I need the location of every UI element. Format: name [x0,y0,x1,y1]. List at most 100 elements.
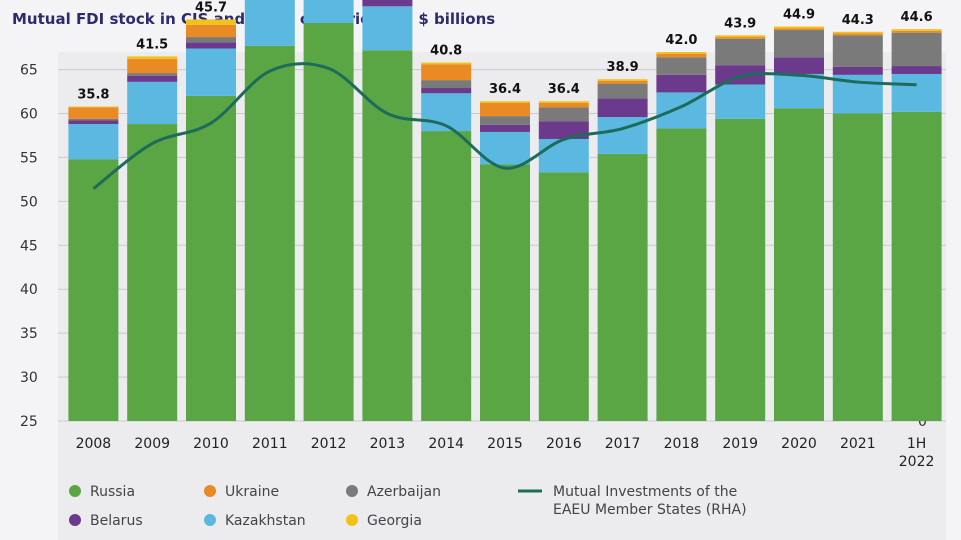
bar-series-group [68,0,942,422]
y-tick-label: 40 [20,282,38,298]
bar-azerbaijan [127,73,178,76]
bar-russia [421,131,472,422]
bar-ukraine [186,24,236,38]
bar-kazakhstan [538,138,589,173]
bar-russia [715,118,766,422]
bar-georgia [480,101,530,103]
category-label: 2013 [370,436,406,452]
total-label: 35.8 [77,87,109,102]
bar-georgia [186,19,236,25]
y2-tick-label: 0 [918,414,927,430]
eaeu-line [92,62,917,190]
bar-russia [244,45,295,421]
bar-russia [832,113,883,421]
bar-georgia [68,106,119,108]
total-label: 36.4 [489,82,521,97]
category-label: 2008 [76,436,112,452]
bar-belarus [480,124,530,132]
category-label: 2019 [722,436,758,452]
category-label: 2020 [781,436,817,452]
legend-label: EAEU Member States (RHA) [553,502,747,518]
total-label: 45.7 [195,0,227,15]
category-label: 2015 [487,436,523,452]
bar-azerbaijan [656,57,707,75]
category-label: 2017 [605,436,641,452]
eaeu-line-series [92,62,917,190]
bar-georgia [891,29,942,31]
bar-kazakhstan [127,81,178,125]
legend-label: Azerbaijan [367,484,441,500]
bar-azerbaijan [421,80,472,89]
bar-azerbaijan [68,118,119,121]
bar-kazakhstan [774,73,824,109]
category-label: 2010 [193,436,229,452]
total-label: 42.0 [665,33,697,48]
bar-belarus [362,0,413,7]
bar-belarus [127,75,178,82]
y-tick-label: 35 [20,326,38,342]
bar-georgia [715,35,766,38]
bar-ukraine [127,59,178,74]
bar-ukraine [480,102,530,117]
legend-label: Belarus [90,513,143,529]
legend-label: Mutual Investments of the [553,484,737,500]
legend-label: Russia [90,484,135,500]
bar-kazakhstan [715,84,766,119]
legend-marker-belarus [69,514,81,526]
bar-russia [127,124,178,422]
bar-azerbaijan [891,32,942,67]
bar-kazakhstan [303,0,354,24]
y-tick-label: 55 [20,150,38,166]
bar-georgia [597,79,648,81]
x-axis-categories: 2008 2009 2010 2011 2012 2013 2014 2015 2016 2017… [76,436,935,470]
bar-georgia [832,31,883,34]
bar-belarus [68,120,119,125]
bar-russia [891,111,942,421]
bar-azerbaijan [538,107,589,122]
category-label: 1H [907,436,926,452]
bar-ukraine [656,53,707,58]
bar-russia [186,95,236,421]
bar-belarus [832,66,883,75]
bar-azerbaijan [480,116,530,125]
category-label: 2021 [840,436,876,452]
bar-belarus [891,66,942,74]
bar-belarus [656,74,707,93]
legend-marker-georgia [346,514,358,526]
category-label: 2022 [899,454,935,470]
total-label: 44.3 [842,13,874,28]
total-label: 44.6 [901,10,933,25]
bar-ukraine [891,30,942,33]
bar-kazakhstan [68,124,119,160]
legend: Russia Ukraine Azerbaijan Belarus Kazakhstan… [69,484,747,529]
bar-russia [538,172,589,421]
y-tick-label: 50 [20,194,38,210]
bar-ukraine [597,80,648,84]
bar-kazakhstan [362,6,413,51]
bar-ukraine [774,28,824,31]
bar-russia [362,50,413,421]
bar-azerbaijan [597,83,648,99]
bar-belarus [186,42,236,49]
bar-russia [597,153,648,421]
y-tick-label: 25 [20,414,38,430]
total-label: 44.9 [783,8,815,23]
y-axis-left: 25 30 35 40 45 50 55 60 65 [20,63,38,430]
category-label: 2016 [546,436,582,452]
total-label: 38.9 [607,60,639,75]
bar-georgia [774,26,824,29]
bar-georgia [421,62,472,65]
bar-russia [480,164,530,421]
bar-belarus [715,65,766,85]
bar-kazakhstan [244,0,295,46]
legend-marker-russia [69,485,81,497]
category-label: 2014 [428,436,464,452]
y-tick-label: 65 [20,63,38,79]
bar-azerbaijan [186,37,236,43]
total-label: 40.8 [430,44,462,59]
bar-belarus [538,121,589,139]
category-label: 2009 [134,436,170,452]
bar-georgia [538,101,589,103]
legend-label: Georgia [367,513,422,529]
